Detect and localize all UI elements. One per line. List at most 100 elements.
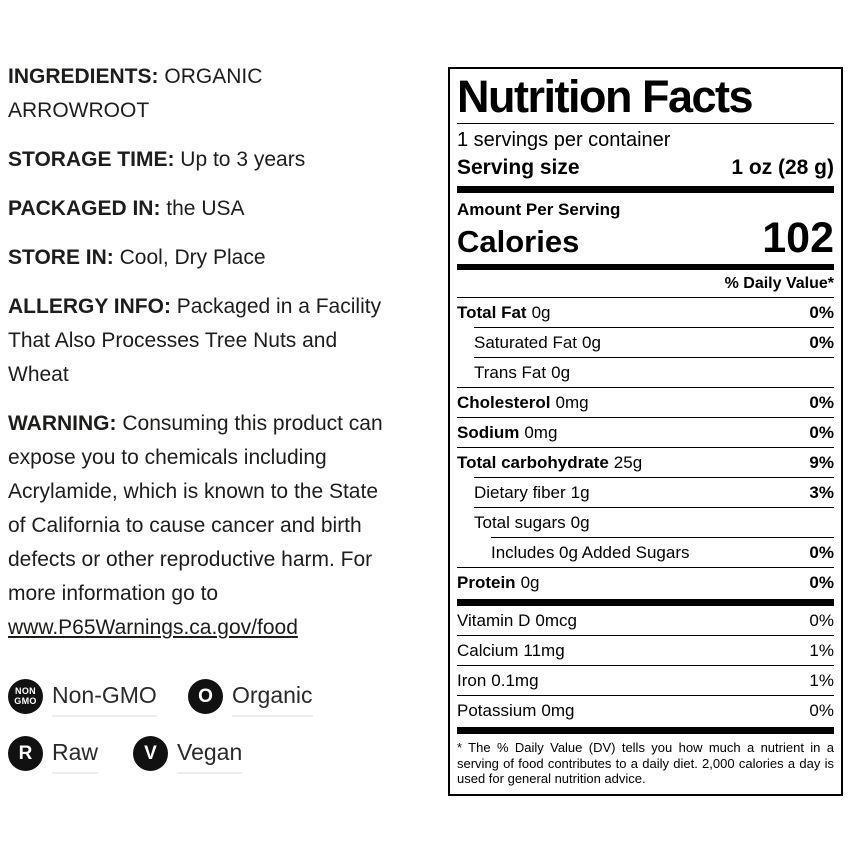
nutrient-row-trans-fat: Trans Fat 0g (457, 358, 834, 387)
divider (457, 665, 834, 666)
info-ingredients: INGREDIENTS: ORGANIC ARROWROOT (8, 60, 432, 128)
packaged-in-label: PACKAGED IN: (8, 197, 161, 220)
nutrient-row-cholesterol: Cholesterol 0mg 0% (457, 388, 834, 417)
nutrient-name: Total Fat (457, 302, 527, 322)
nutrient-name: Dietary fiber (474, 482, 566, 502)
storage-time-value: Up to 3 years (180, 148, 306, 171)
vitamin-row-potassium: Potassium 0mg 0% (457, 696, 834, 725)
nutrient-dv: 0% (809, 332, 834, 352)
organic-icon: O (188, 679, 223, 714)
divider (474, 327, 834, 328)
badge-raw-label: Raw (52, 739, 99, 774)
divider (474, 507, 834, 508)
divider (457, 123, 834, 124)
daily-value-footnote: * The % Daily Value (DV) tells you how m… (457, 740, 834, 786)
divider (474, 477, 834, 478)
divider (474, 357, 834, 358)
vitamin-row-calcium: Calcium 11mg 1% (457, 636, 834, 665)
badge-vegan: V Vegan (133, 733, 243, 774)
vitamin-dv: 0% (809, 610, 834, 630)
nutrient-amount: 0g (551, 362, 571, 382)
nutrient-name: Trans Fat (474, 362, 547, 382)
info-storage-time: STORAGE TIME: Up to 3 years (8, 143, 432, 177)
nutrient-dv: 0% (809, 542, 834, 562)
storage-time-label: STORAGE TIME: (8, 148, 175, 171)
vitamin-name: Calcium (457, 640, 519, 660)
allergy-label: ALLERGY INFO: (8, 295, 171, 318)
calories-label: Calories (457, 224, 580, 259)
nutrient-name: Protein (457, 572, 516, 592)
nutrient-amount: 25g (613, 452, 643, 472)
ingredients-value: ORGANIC ARROWROOT (8, 65, 263, 122)
vitamin-name: Vitamin D (457, 610, 531, 630)
nutrient-row-total-carbohydrate: Total carbohydrate 25g 9% (457, 448, 834, 477)
non-gmo-icon: NON GMO (8, 679, 43, 714)
calories-value: 102 (762, 214, 834, 262)
nutrition-facts-panel: Nutrition Facts 1 servings per container… (448, 67, 843, 796)
store-in-label: STORE IN: (8, 246, 114, 269)
vitamin-amount: 0mcg (535, 610, 577, 630)
vitamin-amount: 11mg (523, 640, 565, 660)
nutrient-name: Sodium (457, 422, 520, 442)
divider (457, 567, 834, 568)
nutrient-dv: 9% (809, 452, 834, 472)
nutrient-name: Total carbohydrate (457, 452, 609, 472)
nutrient-row-protein: Protein 0g 0% (457, 568, 834, 597)
nutrient-amount: 0g (582, 332, 601, 352)
nutrient-dv: 0% (809, 572, 834, 592)
vitamin-dv: 1% (809, 670, 834, 690)
nutrient-name: Cholesterol (457, 392, 551, 412)
store-in-value: Cool, Dry Place (119, 246, 266, 269)
product-info-column: INGREDIENTS: ORGANIC ARROWROOT STORAGE T… (8, 60, 432, 660)
vitamin-row-iron: Iron 0.1mg 1% (457, 666, 834, 695)
nutrient-amount: 0g (531, 302, 551, 322)
vitamin-amount: 0mg (541, 700, 575, 720)
vitamin-dv: 0% (809, 700, 834, 720)
nutrition-facts-title: Nutrition Facts (457, 71, 754, 122)
allergy-value: Packaged in a Facility That Also Process… (8, 295, 382, 386)
info-allergy: ALLERGY INFO: Packaged in a Facility Tha… (8, 290, 432, 392)
nutrient-row-added-sugars: Includes 0g Added Sugars 0% (457, 538, 834, 567)
serving-size-label: Serving size (457, 156, 580, 179)
divider (457, 387, 834, 388)
thick-divider (457, 186, 834, 193)
packaged-in-value: the USA (166, 197, 245, 220)
serving-size-row: Serving size 1 oz (28 g) (457, 154, 834, 182)
divider (457, 417, 834, 418)
calories-row: Calories 102 (457, 216, 834, 264)
vitamin-row-vitamin-d: Vitamin D 0mcg 0% (457, 606, 834, 635)
nutrient-amount: 1g (570, 482, 590, 502)
divider (457, 635, 834, 636)
nutrient-dv: 3% (809, 482, 834, 502)
daily-value-header: % Daily Value* (724, 275, 834, 292)
serving-size-value: 1 oz (28 g) (731, 156, 834, 179)
badge-non-gmo: NON GMO Non-GMO (8, 676, 157, 717)
raw-icon: R (8, 736, 43, 771)
vitamin-amount: 0.1mg (491, 670, 539, 690)
vitamin-name: Potassium (457, 700, 537, 720)
warning-value: Consuming this product can expose you to… (8, 412, 383, 605)
nutrient-name: Saturated Fat (474, 332, 578, 352)
nutrient-dv: 0% (809, 302, 834, 322)
p65-warnings-link[interactable]: www.P65Warnings.ca.gov/food (8, 616, 298, 639)
thick-divider (457, 599, 834, 606)
nutrient-amount: 0mg (555, 392, 589, 412)
nutrient-amount: 0g (520, 572, 540, 592)
info-packaged-in: PACKAGED IN: the USA (8, 192, 432, 226)
info-warning: WARNING: Consuming this product can expo… (8, 407, 432, 645)
badge-vegan-label: Vegan (177, 739, 243, 774)
nutrient-row-total-sugars: Total sugars 0g (457, 508, 834, 537)
nutrient-row-saturated-fat: Saturated Fat 0g 0% (457, 328, 834, 357)
nutrient-row-sodium: Sodium 0mg 0% (457, 418, 834, 447)
ingredients-label: INGREDIENTS: (8, 65, 159, 88)
divider (457, 447, 834, 448)
nutrient-amount: 0mg (524, 422, 558, 442)
nutrient-name: Total sugars (474, 512, 566, 532)
divider (457, 297, 834, 298)
divider (457, 695, 834, 696)
vegan-icon: V (133, 736, 168, 771)
badge-raw: R Raw (8, 733, 99, 774)
nutrient-dv: 0% (809, 392, 834, 412)
thick-divider (457, 727, 834, 734)
amount-per-serving: Amount Per Serving (457, 200, 621, 219)
